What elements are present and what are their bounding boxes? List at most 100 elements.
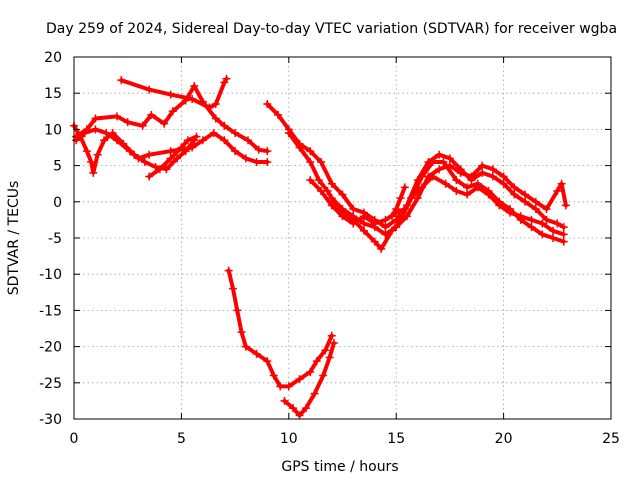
data-point (138, 121, 147, 130)
data-point (168, 107, 177, 116)
data-point (452, 176, 461, 185)
data-point (301, 404, 310, 413)
data-point (243, 136, 252, 145)
data-point (119, 139, 128, 148)
data-point (166, 90, 175, 99)
data-point (499, 172, 508, 181)
y-tick-label: -25 (39, 376, 62, 392)
data-point (188, 94, 197, 103)
axis-ticks: 0 5 10 15 20 25 -30 -25 -20 -15 -10 -5 0 5 10 15 20 (39, 50, 620, 447)
data-point (527, 223, 536, 232)
data-point (499, 179, 508, 188)
data-point (140, 157, 149, 166)
data-point (198, 97, 207, 106)
data-point (381, 223, 390, 232)
data-point (183, 136, 192, 145)
data-series (70, 74, 570, 420)
data-point (147, 110, 156, 119)
data-point (441, 179, 450, 188)
data-point (237, 328, 246, 337)
data-point (387, 212, 396, 221)
data-point (177, 143, 186, 152)
data-point (327, 331, 336, 340)
data-point (417, 183, 426, 192)
series-trace-a (119, 76, 229, 110)
data-point (220, 121, 229, 130)
data-point (280, 396, 289, 405)
data-point (263, 147, 272, 156)
data-point (112, 112, 121, 121)
data-point (428, 157, 437, 166)
data-point (327, 194, 336, 203)
y-tick-label: 5 (53, 159, 62, 175)
data-point (72, 136, 81, 145)
data-point (392, 223, 401, 232)
data-point (82, 147, 91, 156)
data-point (166, 154, 175, 163)
data-point (321, 346, 330, 355)
data-point (531, 197, 540, 206)
data-point (463, 183, 472, 192)
data-point (76, 132, 85, 141)
data-point (241, 342, 250, 351)
data-point (435, 165, 444, 174)
data-point (155, 165, 164, 174)
x-axis-label: GPS time / hours (281, 459, 398, 475)
data-point (521, 197, 530, 206)
data-point (269, 371, 278, 380)
data-point (252, 157, 261, 166)
data-point (542, 205, 551, 214)
data-point (91, 125, 100, 134)
data-point (276, 382, 285, 391)
y-tick-label: -15 (39, 303, 62, 319)
data-point (473, 183, 482, 192)
y-tick-label: -20 (39, 340, 62, 356)
y-tick-label: -5 (48, 231, 62, 247)
data-point (553, 186, 562, 195)
y-tick-label: 15 (44, 86, 62, 102)
data-point (166, 147, 175, 156)
data-point (295, 375, 304, 384)
data-point (93, 150, 102, 159)
data-point (542, 215, 551, 224)
data-point (557, 179, 566, 188)
data-point (392, 205, 401, 214)
data-point (317, 157, 326, 166)
data-point (295, 143, 304, 152)
data-point (456, 168, 465, 177)
data-point (559, 230, 568, 239)
data-point (338, 205, 347, 214)
data-point (549, 234, 558, 242)
data-point (263, 157, 272, 166)
data-point (231, 147, 240, 156)
data-point (224, 266, 233, 275)
data-point (89, 168, 98, 177)
data-point (400, 205, 409, 214)
data-point (396, 194, 405, 203)
data-point (310, 389, 319, 398)
data-point (463, 190, 472, 199)
data-point (317, 186, 326, 195)
data-point (145, 150, 154, 159)
data-point (314, 176, 323, 185)
x-tick-label: 10 (280, 431, 298, 447)
data-point (561, 201, 570, 210)
data-point (521, 190, 530, 199)
data-point (452, 186, 461, 195)
data-point (254, 145, 263, 154)
x-tick-label: 5 (177, 431, 186, 447)
data-point (327, 201, 336, 210)
data-point (145, 172, 154, 181)
data-point (209, 129, 218, 138)
series-trace-k (226, 268, 334, 389)
data-point (559, 237, 568, 246)
data-point (80, 129, 89, 138)
y-tick-label: -10 (39, 267, 62, 283)
data-point (252, 349, 261, 358)
data-point (181, 96, 190, 105)
data-point (312, 357, 321, 366)
data-point (306, 176, 315, 185)
x-tick-label: 25 (602, 431, 620, 447)
data-point (538, 219, 547, 228)
data-point (488, 172, 497, 181)
